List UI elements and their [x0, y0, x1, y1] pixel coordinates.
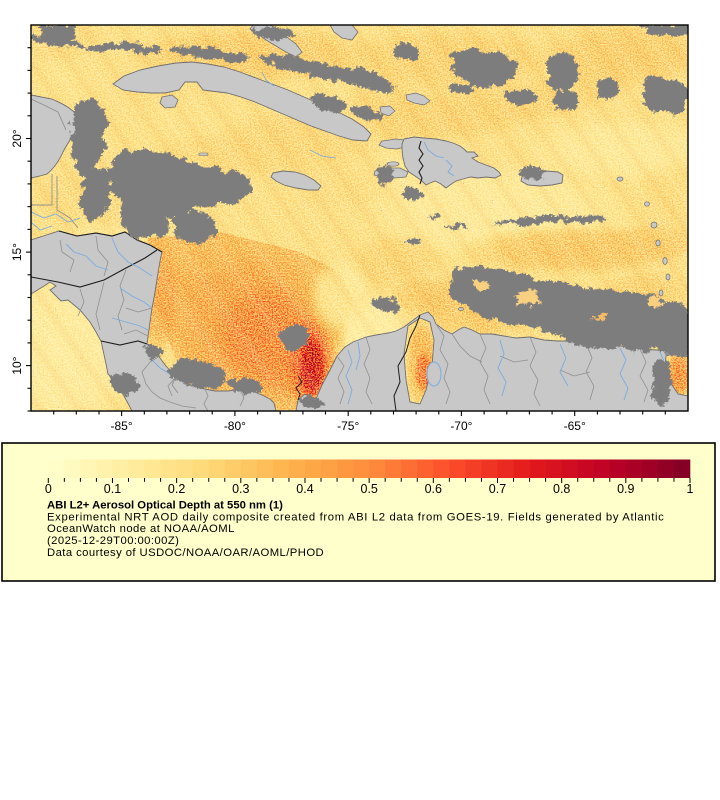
svg-text:OceanWatch node at NOAA/AOML: OceanWatch node at NOAA/AOML: [47, 523, 235, 535]
svg-text:-65°: -65°: [564, 419, 586, 433]
svg-text:-70°: -70°: [450, 419, 472, 433]
svg-text:15°: 15°: [10, 243, 24, 261]
svg-text:20°: 20°: [10, 129, 24, 147]
svg-text:-80°: -80°: [224, 419, 246, 433]
svg-text:0.5: 0.5: [361, 482, 378, 496]
svg-text:0.6: 0.6: [425, 482, 442, 496]
svg-text:1: 1: [687, 482, 694, 496]
svg-text:10°: 10°: [10, 356, 24, 374]
svg-text:-75°: -75°: [337, 419, 359, 433]
svg-text:ABI L2+ Aerosol Optical Depth: ABI L2+ Aerosol Optical Depth at 550 nm …: [47, 500, 283, 512]
svg-text:-85°: -85°: [111, 419, 133, 433]
svg-text:Experimental NRT AOD daily com: Experimental NRT AOD daily composite cre…: [47, 512, 664, 524]
svg-text:0: 0: [45, 482, 52, 496]
svg-text:0.1: 0.1: [104, 482, 121, 496]
svg-text:(2025-12-29T00:00:00Z): (2025-12-29T00:00:00Z): [47, 535, 179, 547]
svg-text:0.8: 0.8: [553, 482, 570, 496]
svg-text:0.3: 0.3: [232, 482, 249, 496]
svg-text:0.4: 0.4: [296, 482, 313, 496]
svg-text:0.2: 0.2: [168, 482, 185, 496]
svg-text:0.7: 0.7: [489, 482, 506, 496]
svg-text:0.9: 0.9: [617, 482, 634, 496]
svg-text:Data courtesy of USDOC/NOAA/OA: Data courtesy of USDOC/NOAA/OAR/AOML/PHO…: [47, 547, 324, 559]
